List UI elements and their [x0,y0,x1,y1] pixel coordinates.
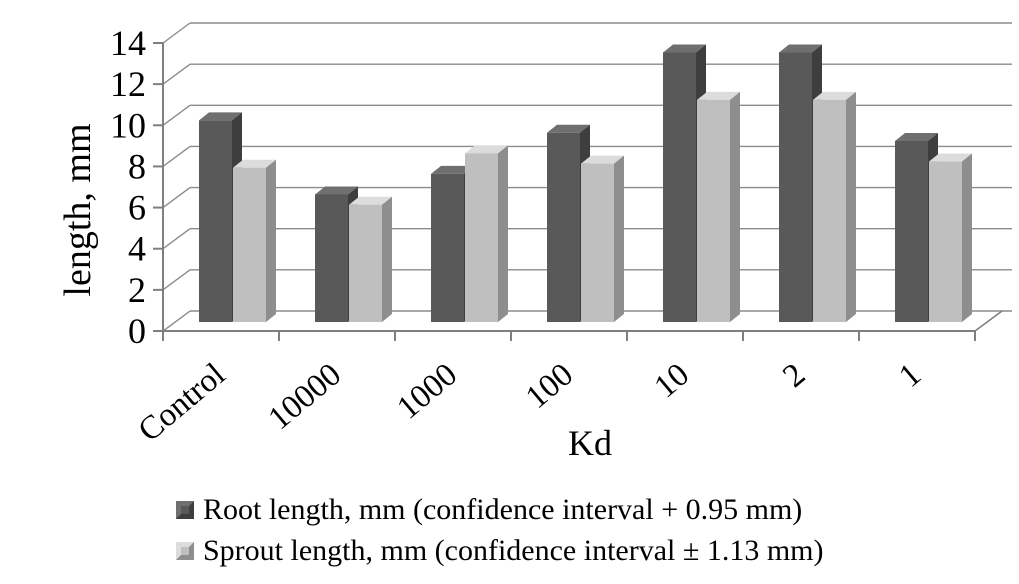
legend-label-sprout: Sprout length, mm (confidence interval ±… [203,534,824,567]
bar-top-face [581,155,624,164]
gridline-side [162,269,191,291]
bar-top-face [779,44,822,53]
bar-front-face [315,194,348,322]
bar-top-face [349,196,392,205]
bar-top-face [697,91,740,100]
bar-side-face [846,91,856,322]
y-tick-label: 14 [110,23,146,63]
x-tick-label: 10 [648,357,696,406]
gridline-side [162,104,191,126]
y-axis-title: length, mm [57,123,99,297]
x-axis-title: Kd [568,423,612,463]
bar-top-face [547,124,590,133]
bar-top-face [431,165,474,174]
bar-front-face [663,52,696,323]
bar-top-face [895,132,938,141]
bar-top-face [233,159,276,168]
gridline-side [162,187,191,209]
bar-front-face [895,140,928,322]
bar-front-face [465,153,498,322]
legend-item-root: Root length, mm (confidence interval + 0… [176,489,824,530]
bar-side-face [614,155,624,322]
x-tick-label: 1 [892,357,928,395]
bar-front-face [233,167,266,322]
bar-front-face [431,173,464,322]
x-tick-label: Control [132,357,232,449]
bar-front-face [199,120,232,323]
bar-front-face [929,161,962,322]
legend-label-root: Root length, mm (confidence interval + 0… [203,493,803,526]
bar-side-face [730,91,740,322]
bar-top-face [663,44,706,53]
y-tick-label: 0 [128,311,146,351]
bar-top-face [199,112,242,121]
bar-top-face [813,91,856,100]
gridline-side [162,228,191,250]
bar-side-face [266,159,276,322]
y-tick-label: 2 [128,270,146,310]
legend-item-sprout: Sprout length, mm (confidence interval ±… [176,530,824,571]
bar-front-face [697,99,730,322]
x-tick-label: 100 [519,357,580,416]
bar-side-face [498,145,508,322]
bar-top-face [465,145,508,154]
bar-top-face [929,153,972,162]
bar-front-face [349,204,382,322]
bar-top-face [315,186,358,195]
bar-front-face [581,163,614,322]
gridline-side [162,310,191,332]
bar-side-face [962,153,972,322]
y-tick-label: 8 [128,146,146,186]
floor-right-edge [974,310,1003,332]
y-tick-label: 10 [110,105,146,145]
gridline-side [162,63,191,85]
x-tick-label: 10000 [262,357,348,438]
legend-marker-sprout-icon [176,541,194,560]
bar-front-face [779,52,812,323]
bar-side-face [382,196,392,322]
x-tick-label: 2 [776,357,812,395]
bar-front-face [547,132,580,322]
y-tick-label: 6 [128,188,146,228]
y-tick-label: 4 [128,229,146,269]
legend: Root length, mm (confidence interval + 0… [176,489,824,571]
x-tick-label: 1000 [390,357,464,427]
y-tick-label: 12 [110,64,146,104]
gridline-side [162,22,191,44]
bar-front-face [813,99,846,322]
gridline-side [162,145,191,167]
legend-marker-root-icon [176,500,194,519]
